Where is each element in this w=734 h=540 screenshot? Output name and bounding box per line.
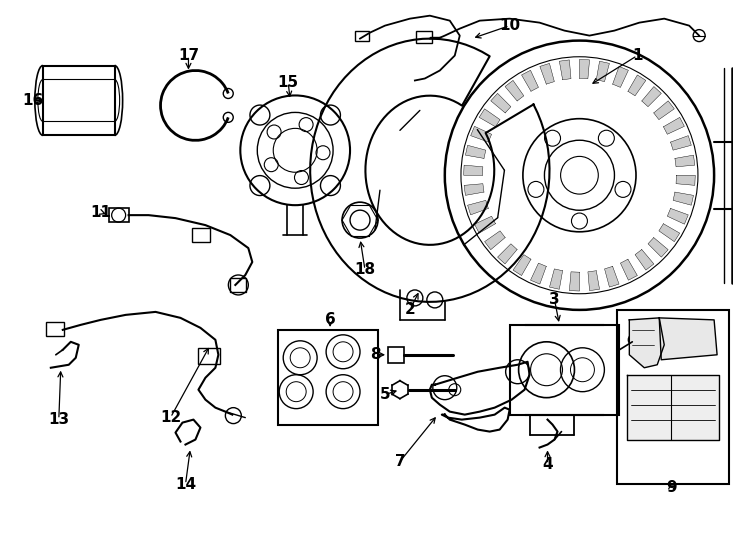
Polygon shape — [671, 136, 691, 150]
Polygon shape — [513, 255, 531, 275]
Polygon shape — [498, 244, 517, 264]
Polygon shape — [629, 318, 664, 368]
Polygon shape — [579, 59, 589, 79]
Polygon shape — [484, 231, 505, 249]
Polygon shape — [464, 165, 483, 176]
Bar — [230, 278, 247, 292]
Text: 8: 8 — [370, 347, 380, 362]
Polygon shape — [659, 318, 717, 360]
Polygon shape — [464, 184, 484, 195]
Text: 18: 18 — [355, 262, 376, 278]
Polygon shape — [468, 200, 488, 215]
Polygon shape — [667, 208, 688, 224]
Polygon shape — [628, 75, 646, 96]
Text: 12: 12 — [160, 410, 181, 425]
Polygon shape — [474, 216, 495, 233]
Polygon shape — [559, 60, 571, 80]
Polygon shape — [596, 61, 609, 82]
Polygon shape — [465, 145, 486, 158]
Bar — [192, 228, 211, 242]
Polygon shape — [570, 272, 579, 291]
Bar — [509, 325, 619, 415]
Polygon shape — [531, 263, 546, 284]
Polygon shape — [642, 86, 661, 107]
Bar — [355, 31, 369, 40]
Bar — [198, 348, 220, 364]
Polygon shape — [675, 155, 695, 167]
Polygon shape — [588, 271, 600, 291]
Text: 6: 6 — [324, 312, 335, 327]
Polygon shape — [628, 375, 719, 440]
Text: 3: 3 — [549, 293, 560, 307]
Polygon shape — [550, 269, 563, 289]
Polygon shape — [664, 117, 684, 134]
Polygon shape — [654, 101, 675, 120]
Polygon shape — [635, 249, 654, 270]
Bar — [46, 322, 64, 336]
Polygon shape — [479, 109, 500, 127]
Polygon shape — [648, 238, 668, 257]
Bar — [278, 330, 378, 424]
Polygon shape — [673, 192, 694, 205]
Text: 13: 13 — [48, 412, 69, 427]
Bar — [617, 310, 729, 484]
Text: 1: 1 — [632, 48, 642, 63]
Polygon shape — [676, 176, 695, 185]
Text: 11: 11 — [90, 205, 111, 220]
Polygon shape — [470, 126, 492, 142]
Text: 7: 7 — [395, 454, 405, 469]
Polygon shape — [659, 224, 680, 242]
Text: 10: 10 — [499, 18, 520, 33]
Text: 5: 5 — [379, 387, 390, 402]
Polygon shape — [539, 63, 554, 84]
Bar — [109, 208, 128, 222]
Polygon shape — [605, 266, 619, 287]
Text: 15: 15 — [277, 75, 299, 90]
Polygon shape — [620, 259, 637, 280]
Polygon shape — [491, 93, 511, 113]
Bar — [416, 31, 432, 43]
Polygon shape — [505, 80, 524, 101]
Text: 16: 16 — [22, 93, 43, 108]
Text: 2: 2 — [404, 302, 415, 318]
Polygon shape — [613, 66, 628, 87]
Text: 4: 4 — [542, 457, 553, 472]
Text: 9: 9 — [666, 480, 677, 495]
Polygon shape — [522, 70, 539, 91]
Bar — [388, 347, 404, 363]
Text: 17: 17 — [178, 48, 199, 63]
Text: 14: 14 — [175, 477, 196, 492]
Bar — [43, 65, 115, 136]
